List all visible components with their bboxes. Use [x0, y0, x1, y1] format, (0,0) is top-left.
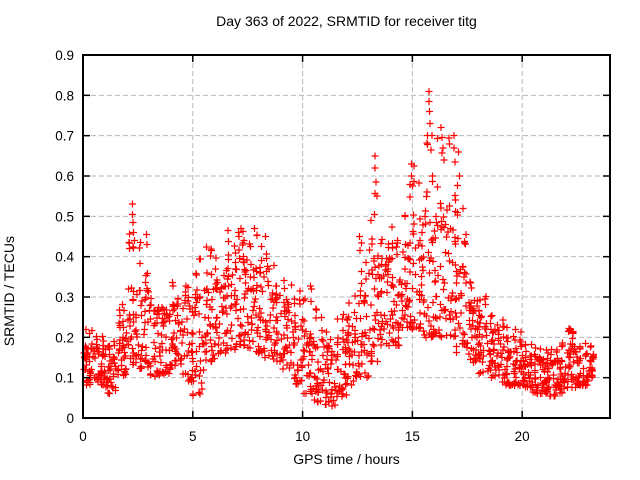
x-tick-label: 0: [79, 429, 87, 444]
y-tick-label: 0.6: [55, 169, 74, 184]
y-tick-label: 0.1: [55, 371, 74, 386]
y-tick-label: 0.5: [55, 209, 74, 224]
plot-border: [82, 54, 611, 419]
x-tick-label: 15: [405, 429, 420, 444]
x-tick-label: 20: [515, 429, 530, 444]
y-tick-label: 0.4: [55, 250, 74, 265]
x-axis-label: GPS time / hours: [293, 451, 400, 467]
y-tick-label: 0.9: [55, 48, 74, 63]
data-points-srmtid: [80, 88, 597, 410]
x-tick-label: 5: [189, 429, 197, 444]
y-tick-label: 0: [66, 411, 74, 426]
y-tick-label: 0.8: [55, 88, 74, 103]
y-tick-label: 0.7: [55, 129, 74, 144]
y-tick-label: 0.2: [55, 330, 74, 345]
chart-title: Day 363 of 2022, SRMTID for receiver tit…: [216, 13, 477, 29]
x-tick-label: 10: [295, 429, 310, 444]
y-tick-label: 0.3: [55, 290, 74, 305]
